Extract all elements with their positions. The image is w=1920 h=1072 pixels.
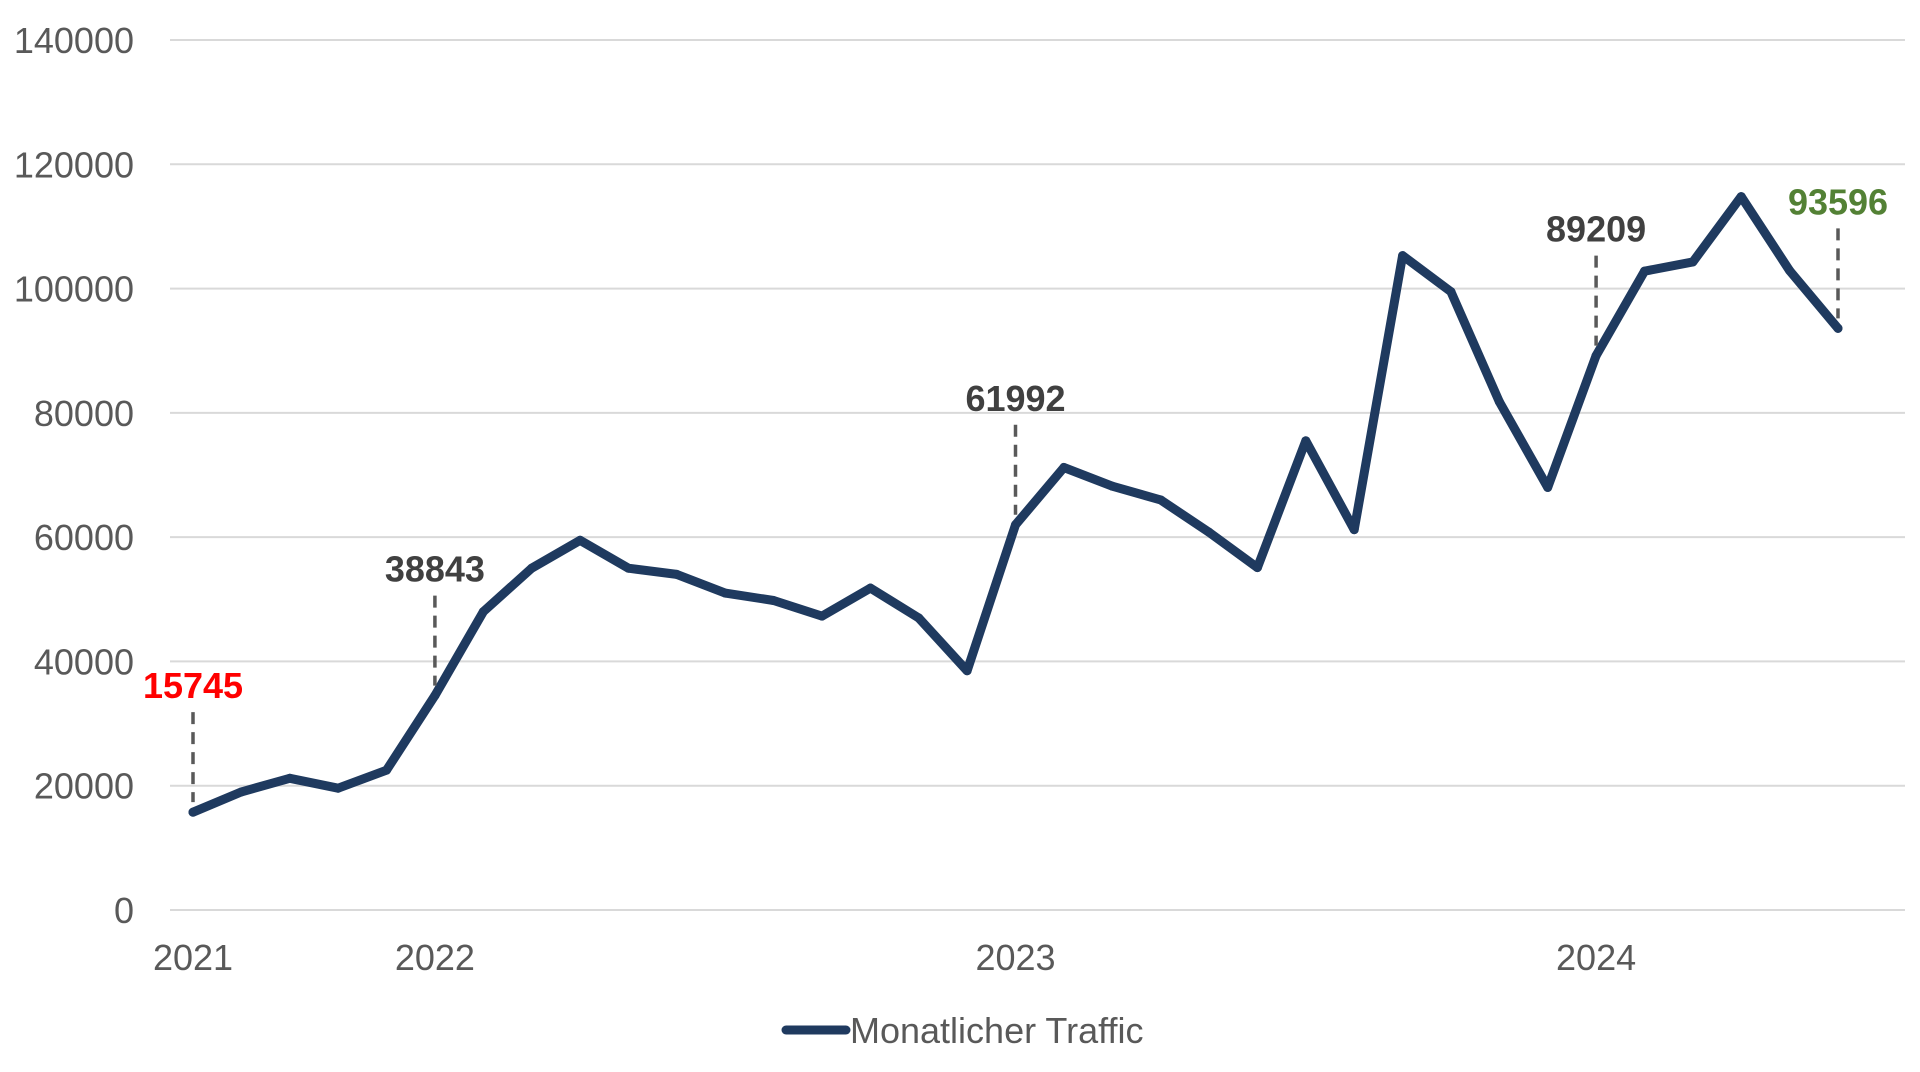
y-tick-label: 40000 (34, 641, 134, 682)
data-point (1785, 266, 1795, 276)
annotation-label: 15745 (143, 665, 243, 706)
data-point (1543, 482, 1553, 492)
y-tick-label: 100000 (14, 269, 134, 310)
data-point (527, 563, 537, 573)
y-tick-label: 80000 (34, 393, 134, 434)
y-axis-tick-labels: 0 20000 40000 60000 80000 100000 120000 140000 (14, 20, 134, 931)
series-lines (188, 192, 1843, 817)
data-point (769, 596, 779, 606)
data-point (1011, 520, 1020, 530)
y-tick-label: 20000 (34, 766, 134, 807)
y-tick-label: 0 (114, 890, 134, 931)
data-point (1736, 192, 1746, 202)
data-point (914, 613, 924, 623)
data-point (1688, 257, 1698, 267)
x-axis-tick-labels: 2021 2022 2023 2024 (153, 937, 1636, 978)
annotations: 15745 38843 61992 89209 93596 (143, 181, 1888, 803)
x-tick-label: 2021 (153, 937, 233, 978)
data-point (188, 807, 198, 817)
data-point (285, 773, 295, 783)
x-tick-label: 2024 (1556, 937, 1636, 978)
data-point (1156, 495, 1166, 505)
data-point (865, 583, 875, 593)
data-point (1833, 323, 1843, 333)
data-point (623, 563, 633, 573)
data-point (333, 783, 343, 793)
data-point (672, 569, 682, 579)
annotation-label: 38843 (385, 549, 485, 590)
x-tick-label: 2022 (395, 937, 475, 978)
data-point (962, 666, 972, 676)
data-point (1107, 481, 1117, 491)
data-point (575, 535, 585, 545)
data-point (1252, 563, 1262, 573)
annotation-label: 93596 (1788, 181, 1888, 222)
data-point (478, 607, 488, 617)
data-point (1591, 351, 1601, 361)
data-point (382, 765, 392, 775)
y-tick-label: 140000 (14, 20, 134, 61)
annotation-label: 61992 (965, 378, 1065, 419)
grid-lines (170, 39, 1905, 911)
data-point (1494, 397, 1504, 407)
annotation-label: 89209 (1546, 209, 1646, 250)
data-point (1059, 463, 1069, 473)
legend-label: Monatlicher Traffic (850, 1010, 1143, 1051)
data-point (1349, 525, 1359, 535)
y-tick-label: 120000 (14, 144, 134, 185)
data-point (1301, 436, 1311, 446)
legend: Monatlicher Traffic (781, 1010, 1143, 1051)
data-point (1639, 266, 1649, 276)
data-point (817, 611, 827, 621)
data-point (1446, 287, 1456, 297)
data-point (1204, 527, 1214, 537)
data-point (1398, 251, 1408, 261)
data-point (430, 691, 440, 701)
y-tick-label: 60000 (34, 517, 134, 558)
x-tick-label: 2023 (975, 937, 1055, 978)
data-point (720, 588, 730, 598)
data-point (236, 787, 246, 797)
